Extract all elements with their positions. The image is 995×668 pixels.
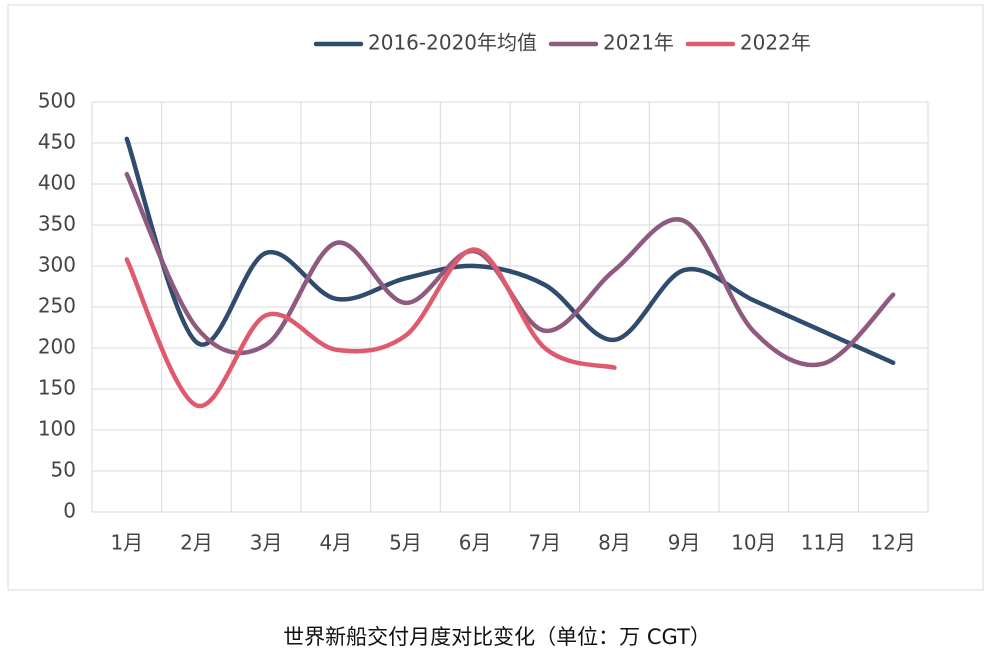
x-tick-label: 4月 (319, 531, 352, 555)
y-tick-label: 500 (38, 89, 76, 113)
caption: 世界新船交付月度对比变化（单位：万 CGT） (283, 625, 711, 649)
y-tick-label: 200 (38, 335, 76, 359)
series-line (124, 136, 896, 366)
legend-label: 2021年 (603, 31, 674, 55)
x-tick-label: 8月 (598, 531, 631, 555)
y-tick-label: 150 (38, 376, 76, 400)
legend-label: 2022年 (740, 31, 811, 55)
x-tick-label: 3月 (250, 531, 283, 555)
chart-frame (7, 4, 984, 591)
y-tick-label: 0 (63, 499, 76, 523)
y-tick-label: 400 (38, 171, 76, 195)
y-tick-label: 350 (38, 212, 76, 236)
x-tick-label: 12月 (870, 531, 915, 555)
x-tick-label: 1月 (110, 531, 143, 555)
x-tick-label: 2月 (180, 531, 213, 555)
y-tick-label: 450 (38, 130, 76, 154)
series-line (124, 247, 617, 409)
y-tick-label: 100 (38, 417, 76, 441)
legend-label: 2016-2020年均值 (368, 31, 537, 55)
x-tick-label: 9月 (668, 531, 701, 555)
x-tick-label: 10月 (731, 531, 776, 555)
y-tick-label: 300 (38, 253, 76, 277)
x-tick-label: 5月 (389, 531, 422, 555)
x-tick-label: 7月 (528, 531, 561, 555)
y-tick-label: 250 (38, 294, 76, 318)
x-tick-label: 11月 (801, 531, 846, 555)
x-tick-label: 6月 (459, 531, 492, 555)
y-tick-label: 50 (51, 458, 76, 482)
